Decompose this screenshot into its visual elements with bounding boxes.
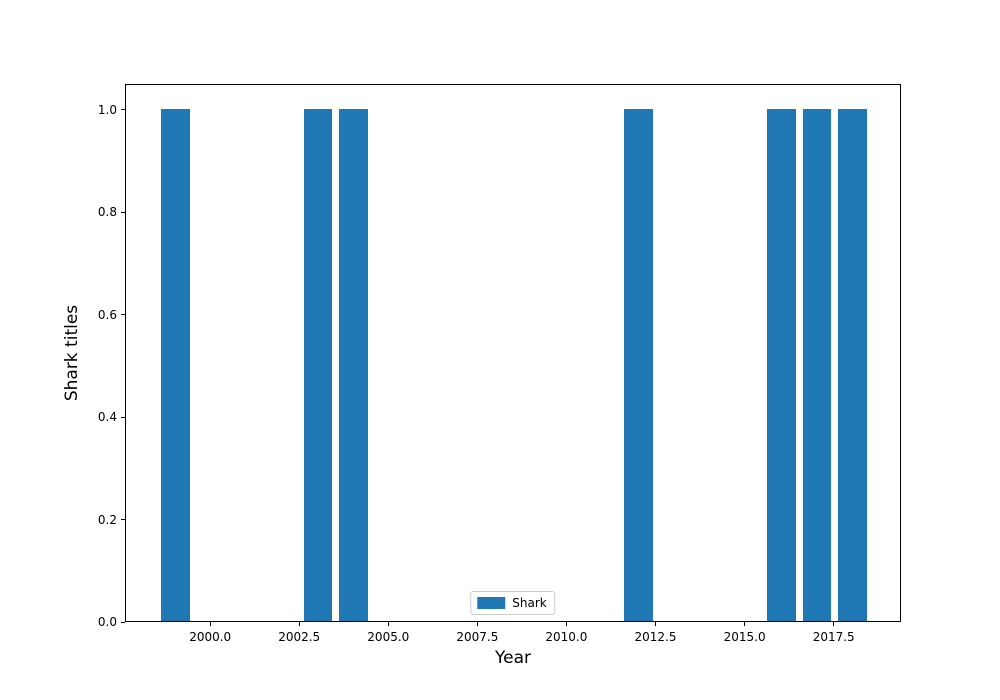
x-axis-label: Year	[495, 648, 531, 668]
bar-2016	[767, 108, 796, 621]
y-tick-label: 0.8	[97, 205, 117, 220]
x-tick-mark	[387, 622, 389, 626]
x-tick-label: 2007.5	[456, 630, 499, 644]
plot-area: Shark	[125, 84, 901, 622]
x-axis-ticks: 2000.0 2002.5 2005.0 2007.5 2010.0 2012.5 2015…	[125, 622, 901, 652]
x-tick-label: 2000.0	[189, 630, 232, 644]
x-tick-mark	[744, 622, 746, 626]
x-tick-mark	[209, 622, 211, 626]
y-axis-ticks: 0.0 0.2 0.4 0.6 0.8 1.0	[0, 84, 125, 629]
y-tick-mark	[121, 109, 125, 111]
y-tick-mark	[121, 314, 125, 316]
bar-2012	[624, 108, 653, 621]
x-tick-mark	[833, 622, 835, 626]
bars-layer	[126, 85, 900, 621]
x-tick-mark	[565, 622, 567, 626]
x-tick-label: 2017.5	[812, 630, 855, 644]
y-tick-label: 0.4	[97, 410, 117, 424]
x-tick-mark	[655, 622, 656, 626]
x-tick-label: 2012.5	[634, 630, 677, 644]
y-tick-label: 0.6	[97, 307, 117, 322]
x-tick-label: 2002.5	[278, 630, 321, 644]
y-axis-label: Shark titles	[62, 304, 82, 402]
y-tick-mark	[121, 416, 125, 418]
x-tick-label: 2010.0	[545, 630, 588, 644]
x-tick-label: 2015.0	[723, 630, 766, 644]
bar-2017	[802, 108, 832, 621]
x-tick-mark	[476, 622, 478, 626]
legend-label-shark: Shark	[512, 596, 547, 610]
bar-1999	[161, 108, 190, 621]
bar-2003	[303, 108, 333, 621]
y-tick-label: 1.0	[97, 102, 117, 117]
x-tick-mark	[298, 622, 300, 626]
bar-2004	[339, 108, 368, 621]
bar-2018	[838, 108, 867, 621]
legend: Shark	[470, 591, 556, 615]
y-tick-label: 0.0	[97, 615, 117, 629]
y-tick-mark	[121, 211, 125, 213]
y-tick-mark	[121, 621, 125, 623]
y-tick-mark	[121, 519, 125, 520]
x-tick-label: 2005.0	[367, 630, 410, 644]
legend-swatch-shark	[477, 597, 506, 609]
y-tick-label: 0.2	[97, 512, 117, 527]
